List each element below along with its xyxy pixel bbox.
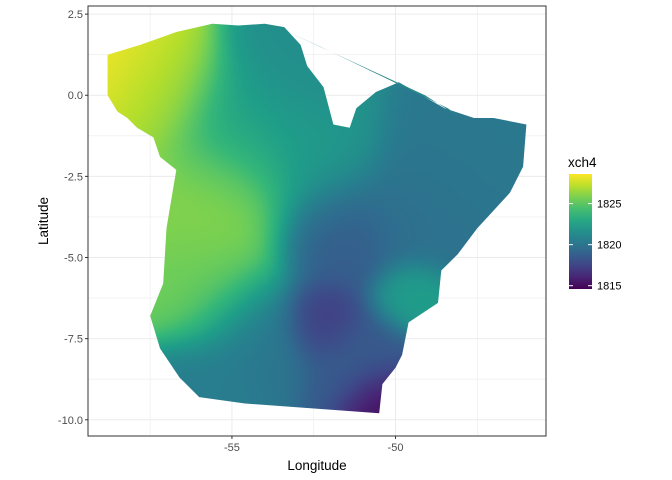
y-tick-label: -10.0 [58,415,83,427]
x-tick-label: -50 [388,442,404,454]
legend-tick-label: 1825 [597,199,621,211]
y-axis: 2.5 0.0 -2.5 -5.0 -7.5 -10.0 [58,9,88,427]
y-axis-title: Latitude [36,197,51,245]
y-tick-label: -5.0 [64,253,83,265]
legend-tick-label: 1815 [597,281,621,293]
x-tick-label: -55 [224,442,240,454]
x-axis: -55 -50 [224,436,403,454]
legend-tick-label: 1820 [597,240,621,252]
legend-colorbar [569,174,592,289]
legend-title: xch4 [568,155,597,170]
y-tick-label: -7.5 [64,334,83,346]
x-axis-title: Longitude [287,458,346,473]
y-tick-label: 0.0 [68,90,83,102]
y-tick-label: 2.5 [68,9,83,21]
y-tick-label: -2.5 [64,171,83,183]
plot-border [87,5,547,437]
legend: xch4 1815 1820 1825 [568,155,621,293]
